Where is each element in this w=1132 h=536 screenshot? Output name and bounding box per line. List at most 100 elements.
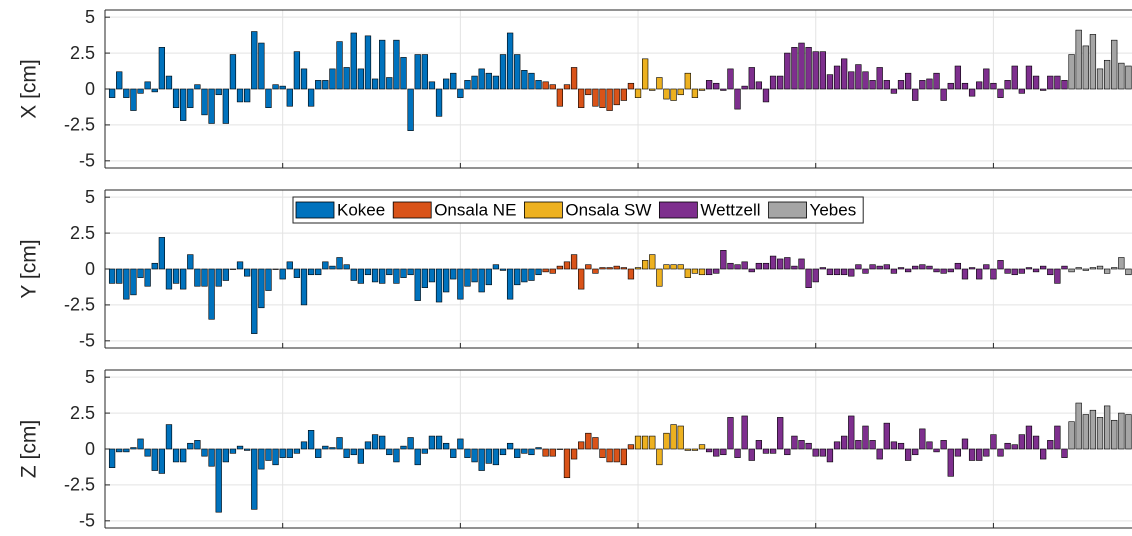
bar [123, 268, 130, 300]
bar [912, 448, 919, 456]
bar [1118, 412, 1125, 450]
bar [620, 448, 627, 466]
bar [172, 448, 180, 463]
bar [677, 264, 684, 270]
bar [691, 88, 699, 98]
bar [506, 32, 514, 90]
bar [364, 35, 372, 90]
bar [137, 268, 144, 278]
bar [983, 264, 990, 270]
bar [578, 88, 585, 108]
bar [791, 265, 798, 270]
bar [727, 68, 734, 90]
bar [421, 54, 428, 90]
bar [1040, 88, 1047, 91]
bar [556, 88, 564, 107]
bar [627, 82, 635, 90]
bar [755, 262, 763, 270]
bar [144, 268, 151, 287]
bar [805, 47, 812, 90]
bar [1032, 268, 1040, 273]
bar [208, 88, 215, 124]
y-tick-label: 0 [85, 439, 95, 459]
bar [435, 268, 443, 303]
bar [215, 268, 222, 287]
y-tick-label: -2.5 [64, 295, 95, 315]
bar [1054, 425, 1061, 450]
bar [990, 268, 997, 280]
bar [1118, 257, 1125, 270]
bar [165, 75, 173, 90]
bar [563, 261, 571, 270]
bar [414, 54, 421, 90]
bar [1011, 444, 1018, 450]
bar [990, 82, 997, 90]
bar [215, 448, 222, 513]
bar [158, 47, 166, 90]
bar [307, 430, 315, 450]
bar [471, 75, 478, 90]
bar [1118, 62, 1125, 90]
bar [819, 51, 826, 90]
bar [848, 415, 855, 450]
bar [1025, 267, 1033, 270]
bar [599, 448, 606, 458]
bar [279, 85, 286, 90]
bar [108, 448, 116, 468]
bar [727, 262, 734, 270]
bar [1032, 75, 1040, 90]
bar [1068, 421, 1075, 450]
bar [812, 268, 819, 283]
y-tick-label: 2.5 [70, 43, 95, 63]
bar [116, 71, 123, 90]
bar [556, 448, 564, 450]
bar [165, 424, 173, 450]
bar [393, 268, 400, 284]
bar [492, 264, 500, 270]
bar [407, 88, 414, 131]
bar [578, 268, 585, 290]
bar [1032, 435, 1040, 450]
bar [322, 261, 329, 270]
bar [549, 84, 556, 90]
bar [400, 57, 407, 90]
bar [1075, 402, 1082, 450]
bar [1082, 414, 1089, 450]
bar [393, 448, 400, 463]
bar [663, 432, 670, 450]
bar [627, 268, 635, 280]
bar [471, 448, 478, 463]
y-tick-label: 5 [85, 7, 95, 27]
bar [1004, 442, 1011, 450]
bar [855, 64, 862, 90]
y-tick-label: 2.5 [70, 403, 95, 423]
bar [1061, 265, 1068, 270]
bar [642, 260, 649, 270]
bar [926, 78, 933, 90]
bar [300, 441, 308, 450]
bar [1111, 267, 1118, 270]
bar [919, 264, 926, 270]
bar [222, 88, 229, 124]
bar [677, 88, 684, 96]
bar [713, 82, 720, 90]
bar [862, 425, 869, 450]
bar [777, 417, 784, 450]
bar [1040, 265, 1047, 270]
bar [180, 88, 187, 121]
bar [613, 265, 620, 270]
bar [720, 88, 727, 91]
bar [329, 447, 336, 450]
bar [307, 268, 315, 276]
bar [286, 448, 293, 458]
bar [741, 85, 748, 90]
bar [1047, 440, 1054, 450]
legend-swatch [392, 201, 432, 219]
bar [1096, 68, 1104, 90]
bar [791, 47, 798, 90]
bar [371, 268, 379, 283]
bar [983, 68, 990, 90]
bar [172, 268, 180, 284]
bar [506, 268, 514, 300]
bar [215, 88, 222, 96]
